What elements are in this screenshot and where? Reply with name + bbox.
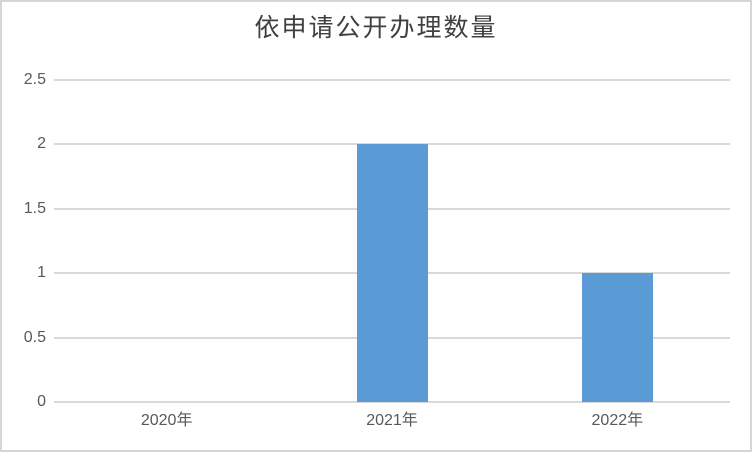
y-tick-label: 0: [37, 393, 46, 410]
x-axis-line: [54, 401, 730, 403]
y-tick-label: 1: [37, 264, 46, 281]
bar-2021年: [356, 144, 428, 402]
y-tick-label: 1.5: [23, 199, 46, 217]
x-tick-label: 2020年: [140, 412, 193, 429]
x-tick-label: 2022年: [591, 412, 644, 429]
chart-title: 依申请公开办理数量: [254, 15, 498, 42]
y-tick-label: 0.5: [23, 328, 46, 346]
y-tick-label: 2: [37, 135, 46, 152]
y-tick-label: 2.5: [23, 70, 46, 88]
bar-2022年: [581, 273, 653, 402]
gridline: [54, 78, 730, 81]
x-tick-label: 2021年: [366, 412, 418, 429]
